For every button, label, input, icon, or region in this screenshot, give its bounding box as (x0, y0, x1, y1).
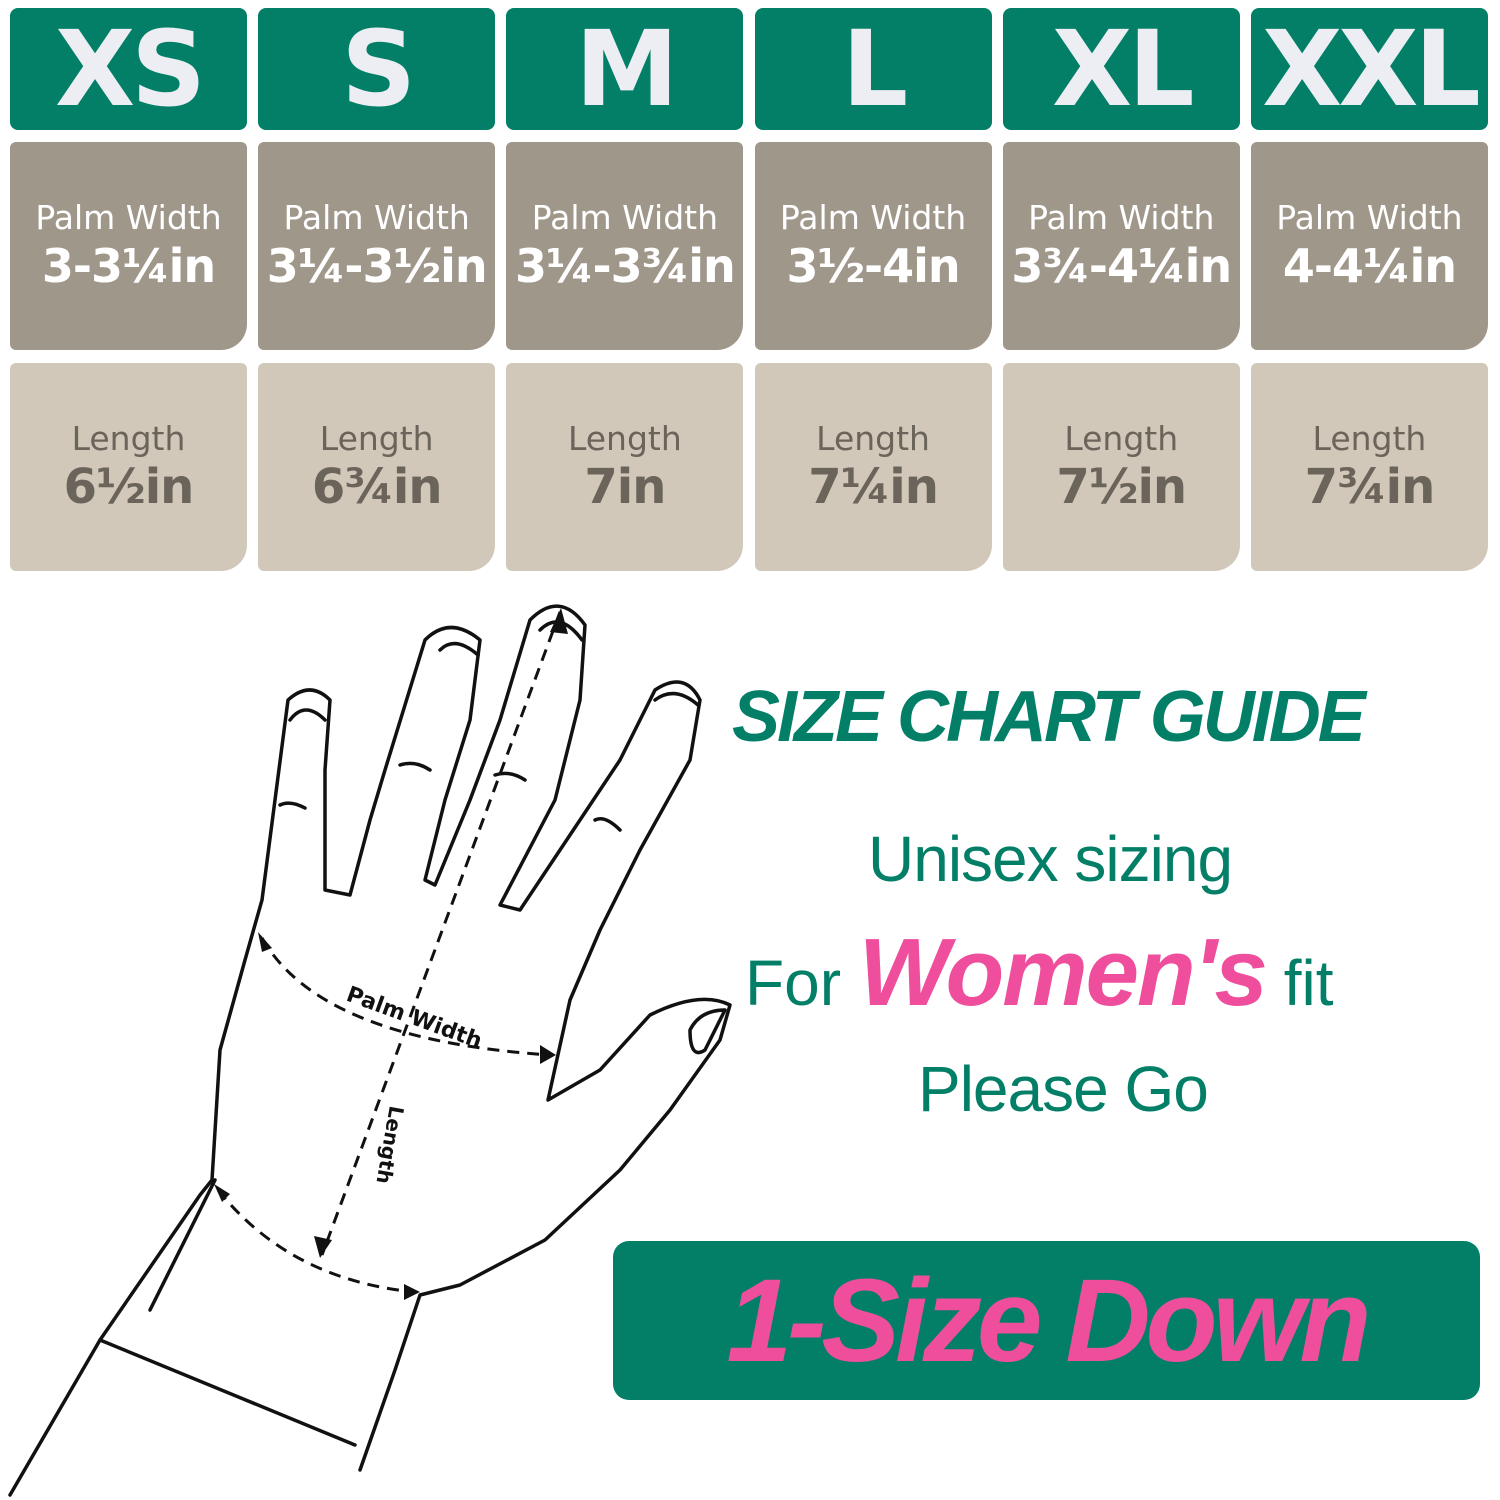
size-column-xs: XS Palm Width 3-3¼in Length 6½in (10, 8, 247, 571)
length-value: 7in (584, 459, 666, 515)
size-column-l: L Palm Width 3½-4in Length 7¼in (754, 8, 992, 571)
palm-width-label: Palm Width (531, 198, 719, 237)
palm-width-value: 4-4¼in (1282, 239, 1457, 293)
length-label: Length (567, 419, 682, 458)
palm-width-label: Palm Width (1028, 198, 1215, 237)
palm-width-card: Palm Width 3¾-4¼in (1002, 142, 1240, 350)
womens-highlight: Women's (858, 919, 1268, 1026)
length-card: Length 7½in (1002, 363, 1240, 571)
length-label: Length (71, 419, 186, 458)
size-header: M (506, 8, 744, 130)
please-go-text: Please Go (918, 1053, 1209, 1125)
unisex-sizing-text: Unisex sizing (868, 823, 1233, 895)
size-column-xxl: XXL Palm Width 4-4¼in Length 7¾in (1250, 8, 1488, 571)
length-value: 7½in (1056, 459, 1187, 515)
length-label: Length (319, 419, 434, 458)
size-down-text: 1-Size Down (726, 1254, 1372, 1387)
size-down-banner: 1-Size Down (613, 1241, 1480, 1400)
length-arrow (320, 611, 562, 1256)
size-header: XS (10, 8, 247, 130)
size-column-m: M Palm Width 3¼-3¾in Length 7in (506, 8, 744, 571)
size-header: XL (1002, 8, 1240, 130)
length-value: 7¾in (1304, 459, 1436, 515)
for-text: For (745, 947, 841, 1019)
length-card: Length 7¼in (754, 363, 992, 571)
palm-width-value: 3¼-3½in (266, 239, 488, 293)
palm-width-card: Palm Width 3¼-3¾in (506, 142, 744, 350)
length-card: Length 6½in (10, 363, 247, 571)
hand-outline-icon (8, 604, 732, 1497)
palm-width-label: Palm Width (1276, 198, 1463, 237)
size-header: L (754, 8, 992, 130)
length-label: Length (1312, 419, 1427, 458)
womens-fit-text: For Women's fit (745, 918, 1333, 1028)
length-label: Length (816, 419, 930, 458)
fit-text: fit (1283, 947, 1334, 1019)
size-table: XS Palm Width 3-3¼in Length 6½in S Palm Wid… (10, 8, 1488, 571)
palm-width-diagram-label: Palm Width (343, 982, 485, 1054)
wrist-arrow (216, 1189, 416, 1294)
size-column-xl: XL Palm Width 3¾-4¼in Length 7½in (1002, 8, 1240, 571)
palm-width-label: Palm Width (35, 198, 222, 237)
palm-width-value: 3¾-4¼in (1011, 239, 1232, 293)
length-value: 6¾in (311, 459, 443, 515)
length-diagram-label: Length (371, 1104, 408, 1186)
length-card: Length 7in (506, 363, 744, 571)
palm-width-card: Palm Width 3½-4in (754, 142, 992, 350)
size-header: S (258, 8, 496, 130)
hand-measurement-diagram: Palm Width Length (8, 604, 732, 1497)
palm-width-card: Palm Width 4-4¼in (1250, 142, 1488, 350)
length-card: Length 6¾in (258, 363, 496, 571)
palm-width-label: Palm Width (779, 198, 967, 237)
palm-width-value: 3¼-3¾in (514, 239, 736, 293)
size-column-s: S Palm Width 3¼-3½in Length 6¾in (258, 8, 496, 571)
palm-width-card: Palm Width 3¼-3½in (258, 142, 496, 350)
palm-width-card: Palm Width 3-3¼in (10, 142, 247, 350)
palm-width-value: 3-3¼in (41, 239, 216, 293)
palm-width-arrow (260, 937, 551, 1057)
guide-title: SIZE CHART GUIDE (732, 677, 1366, 757)
palm-width-value: 3½-4in (786, 239, 960, 293)
palm-width-label: Palm Width (283, 198, 470, 237)
length-card: Length 7¾in (1250, 363, 1488, 571)
size-header: XXL (1250, 8, 1488, 130)
length-label: Length (1064, 419, 1179, 458)
length-value: 7¼in (808, 459, 939, 515)
length-value: 6½in (63, 459, 195, 515)
